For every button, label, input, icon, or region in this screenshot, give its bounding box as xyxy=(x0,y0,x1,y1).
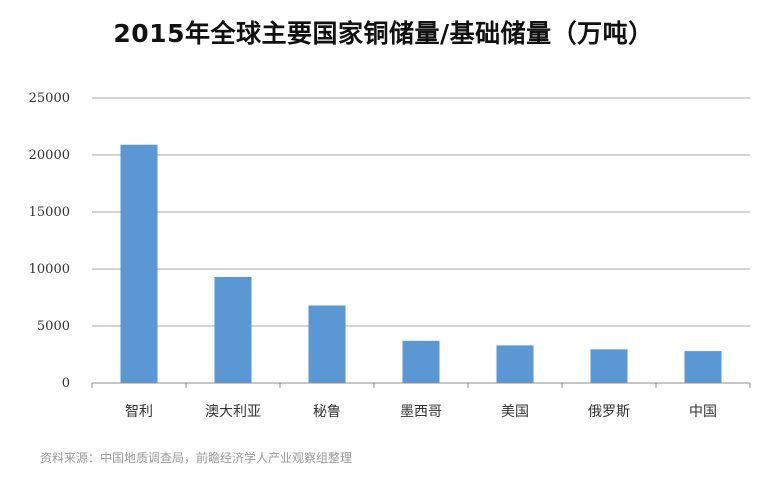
y-tick-label: 25000 xyxy=(29,91,70,106)
x-axis-labels: 智利 澳大利亚 秘鲁 墨西哥 美国 俄罗斯 中国 xyxy=(125,404,717,420)
x-axis xyxy=(91,382,751,388)
x-tick-label: 澳大利亚 xyxy=(205,404,261,420)
x-tick-label: 秘鲁 xyxy=(313,404,341,420)
y-axis-ticks: 0 5000 10000 15000 20000 25000 xyxy=(29,91,70,391)
bar xyxy=(496,345,534,383)
y-tick-label: 10000 xyxy=(29,262,70,277)
y-tick-label: 0 xyxy=(62,376,70,391)
x-tick-label: 智利 xyxy=(125,404,153,420)
x-tick-label: 墨西哥 xyxy=(400,404,442,420)
gridlines xyxy=(92,97,750,327)
bar xyxy=(402,340,440,383)
bar xyxy=(120,144,158,383)
source-note: 资料来源：中国地质调查局，前瞻经济学人产业观察组整理 xyxy=(40,451,353,465)
bar xyxy=(308,305,346,383)
bar xyxy=(684,351,722,383)
chart-title: 2015年全球主要国家铜储量/基础储量（万吨） xyxy=(113,19,654,48)
y-tick-label: 15000 xyxy=(29,205,70,220)
y-tick-label: 5000 xyxy=(37,319,70,334)
x-tick-label: 俄罗斯 xyxy=(588,404,630,420)
bar xyxy=(214,276,252,383)
bars xyxy=(120,144,722,383)
y-tick-label: 20000 xyxy=(29,148,70,163)
bar xyxy=(590,349,628,383)
x-tick-label: 美国 xyxy=(501,404,529,420)
x-tick-label: 中国 xyxy=(689,404,717,420)
